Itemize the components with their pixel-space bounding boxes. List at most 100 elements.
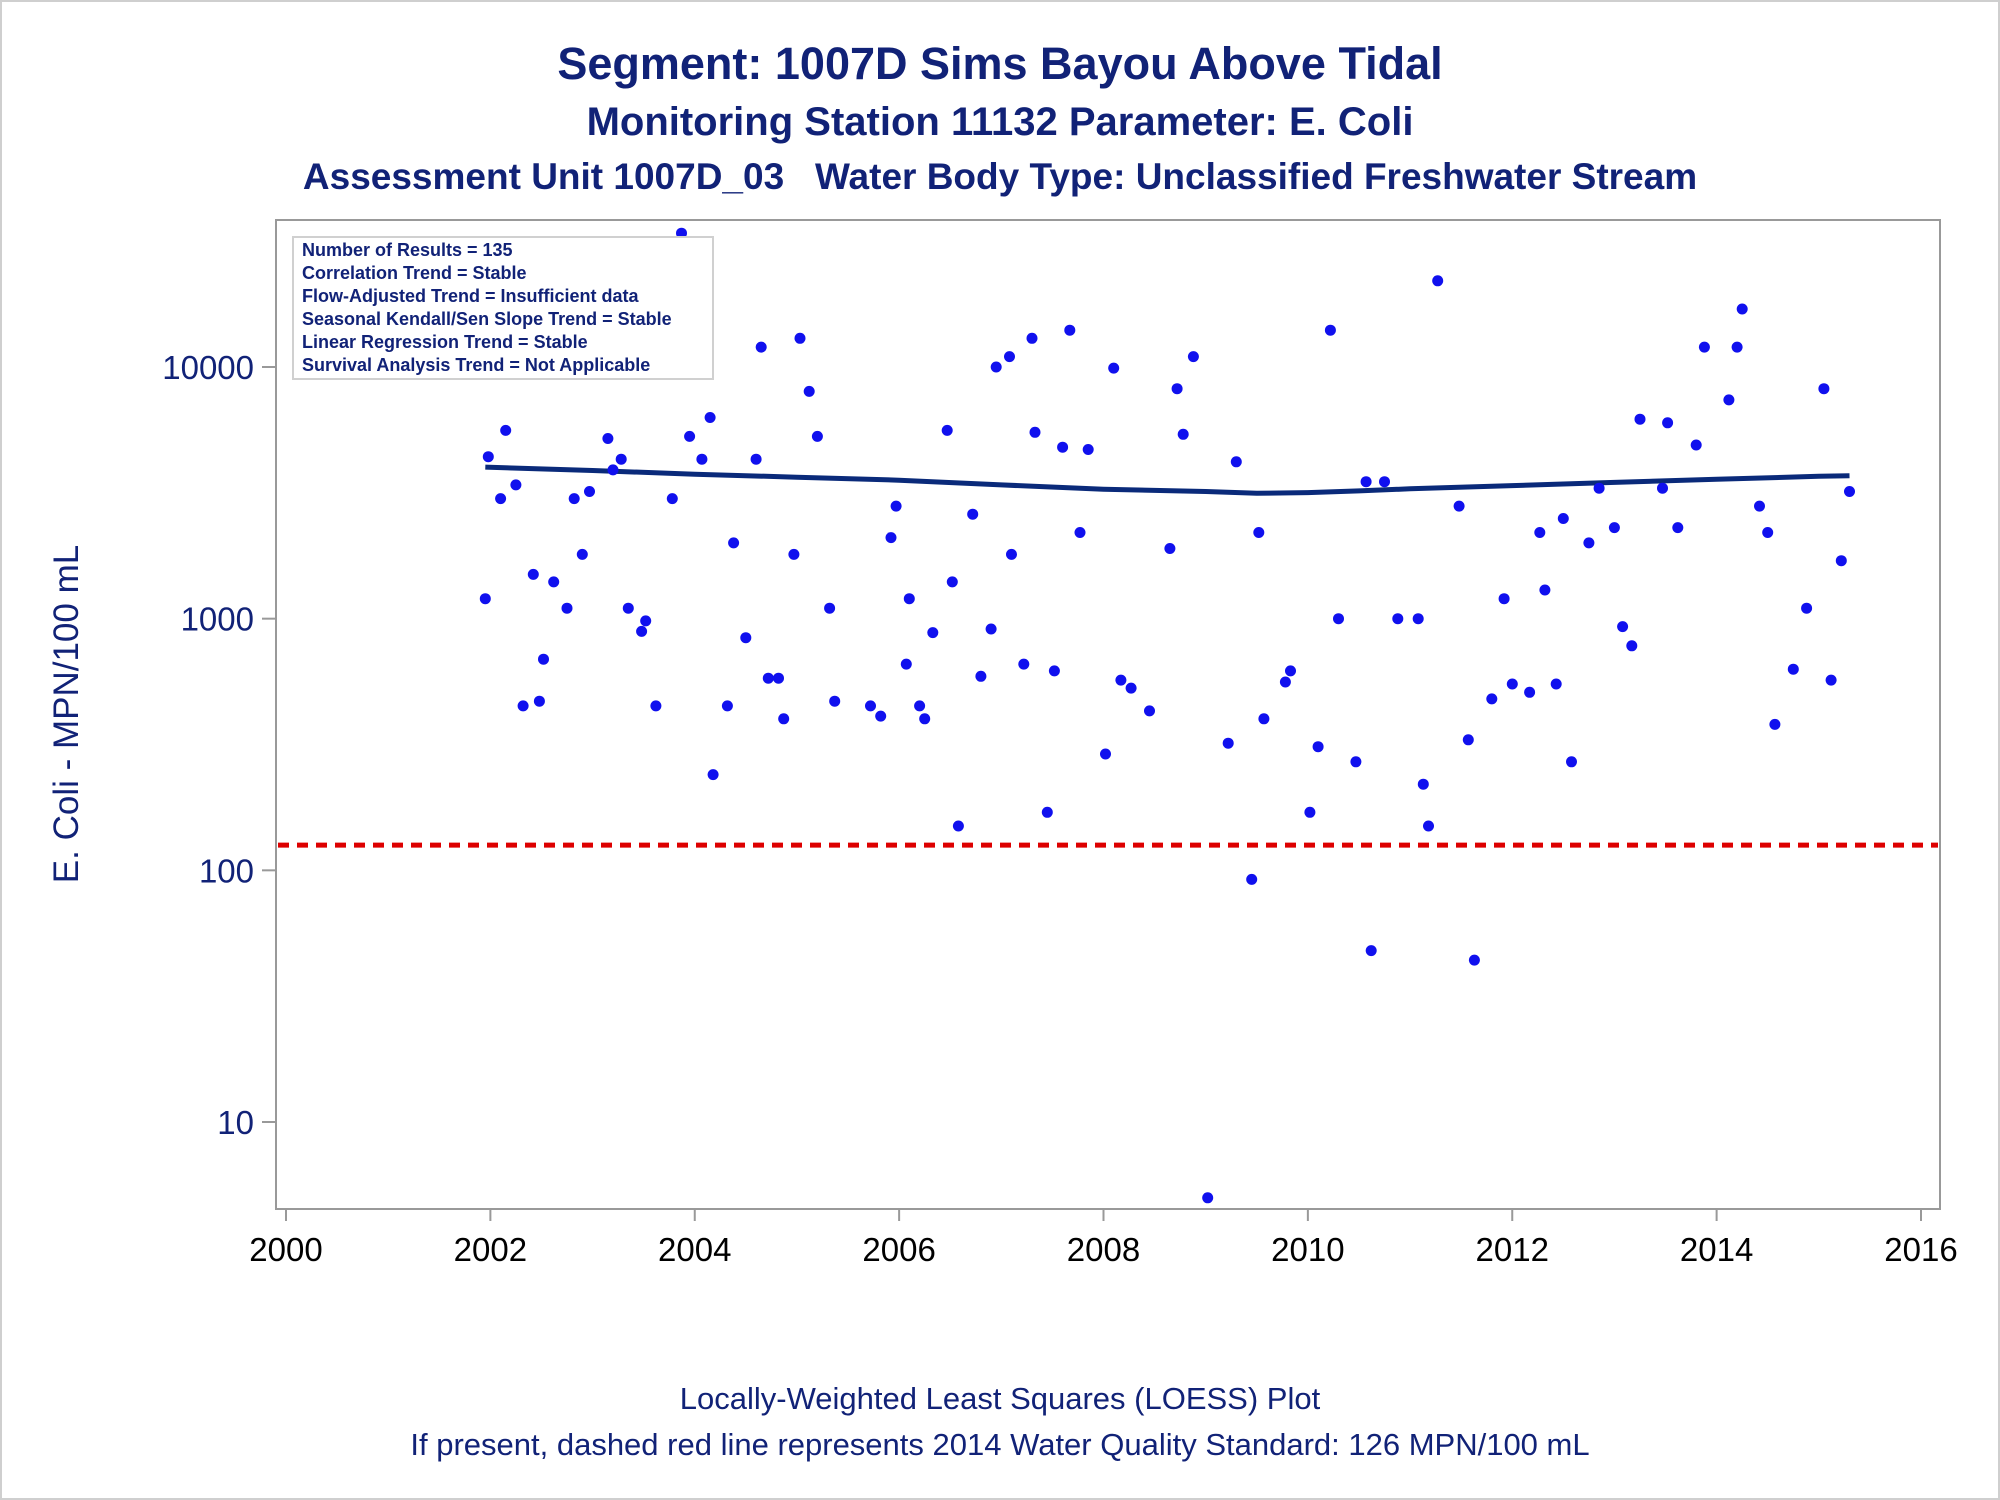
data-point <box>622 602 634 614</box>
data-point <box>1365 945 1377 957</box>
data-point <box>762 672 774 684</box>
data-point <box>1818 383 1830 395</box>
x-tick-label: 2004 <box>658 1231 731 1268</box>
data-point <box>1057 441 1069 453</box>
data-point <box>890 500 902 512</box>
data-point <box>1825 674 1837 686</box>
stats-line: Correlation Trend = Stable <box>302 263 527 283</box>
data-point <box>1498 593 1510 605</box>
footnote-loess: Locally-Weighted Least Squares (LOESS) P… <box>679 1381 1321 1416</box>
x-tick-label: 2012 <box>1476 1231 1549 1268</box>
y-tick-label: 1000 <box>181 601 254 638</box>
data-point <box>1006 548 1017 560</box>
data-point <box>755 341 767 353</box>
data-point <box>914 700 926 712</box>
data-point <box>500 424 512 436</box>
stats-line: Survival Analysis Trend = Not Applicable <box>302 355 651 375</box>
data-point <box>704 412 716 423</box>
x-tick-label: 2014 <box>1680 1231 1753 1268</box>
data-point <box>1004 351 1015 363</box>
data-point <box>1187 351 1199 363</box>
data-point <box>1417 778 1429 790</box>
y-tick-label: 100 <box>199 852 254 889</box>
data-point <box>482 451 494 463</box>
data-point <box>829 695 841 707</box>
data-point <box>676 227 687 239</box>
data-point <box>1350 756 1362 768</box>
data-point <box>1769 718 1781 730</box>
data-point <box>927 627 939 639</box>
data-point <box>975 670 987 682</box>
chart-subtitle-2: Assessment Unit 1007D_03 Water Body Type… <box>302 156 1698 197</box>
data-point <box>946 576 958 588</box>
data-point <box>636 625 648 637</box>
data-point <box>527 568 539 580</box>
data-point <box>794 332 806 344</box>
data-point <box>548 576 560 588</box>
plot-border <box>275 219 1941 1210</box>
data-point <box>1787 663 1799 675</box>
data-point <box>1392 613 1404 625</box>
y-axis-label: E. Coli - MPN/100 mL <box>47 545 86 883</box>
data-point <box>1026 332 1038 344</box>
data-point <box>1064 324 1076 336</box>
data-point <box>1029 426 1041 438</box>
data-point <box>510 479 522 491</box>
data-point <box>900 658 912 670</box>
data-point <box>696 453 708 465</box>
data-point <box>615 453 627 465</box>
data-point <box>707 769 719 781</box>
data-point <box>1690 439 1702 451</box>
data-point <box>952 820 964 832</box>
data-point <box>1423 820 1434 832</box>
data-point <box>750 453 762 465</box>
data-point <box>1115 674 1127 686</box>
data-point <box>1506 678 1518 690</box>
data-point <box>1324 324 1336 336</box>
data-point <box>561 602 573 614</box>
data-point <box>1593 482 1605 494</box>
data-point <box>773 672 784 684</box>
data-point <box>1462 734 1474 746</box>
stats-legend-box: Number of Results = 135 Correlation Tren… <box>292 236 714 380</box>
data-point <box>811 430 823 442</box>
data-point <box>1723 394 1735 406</box>
data-point <box>1835 555 1847 567</box>
data-point <box>1844 486 1855 497</box>
data-point <box>1657 482 1668 494</box>
data-point <box>1617 621 1629 633</box>
data-point <box>1672 522 1684 534</box>
data-point <box>1230 456 1242 468</box>
data-point <box>778 713 790 725</box>
data-point <box>1258 713 1270 725</box>
data-point <box>985 623 997 635</box>
data-point <box>576 548 588 560</box>
data-point <box>1171 383 1183 395</box>
data-point <box>1762 527 1774 538</box>
stats-line: Linear Regression Trend = Stable <box>302 332 588 352</box>
data-point <box>1164 543 1176 554</box>
chart-subtitle: Monitoring Station 11132 Parameter: E. C… <box>586 100 1414 144</box>
data-point <box>1222 737 1234 749</box>
data-point <box>1100 748 1111 760</box>
data-point <box>740 632 752 644</box>
data-point <box>728 537 740 549</box>
data-point <box>1125 682 1137 694</box>
data-point <box>1285 665 1296 677</box>
data-point <box>1048 665 1060 677</box>
x-tick-label: 2010 <box>1271 1231 1344 1268</box>
data-point <box>584 486 595 497</box>
data-point <box>650 700 662 712</box>
data-point <box>1144 705 1155 717</box>
data-point <box>1074 527 1086 538</box>
data-point <box>919 713 931 725</box>
stats-line: Number of Results = 135 <box>302 240 513 260</box>
data-point <box>824 602 836 614</box>
data-point <box>1566 756 1577 768</box>
data-point <box>1312 741 1324 753</box>
footnote-standard: If present, dashed red line represents 2… <box>410 1427 1590 1462</box>
data-point <box>1333 613 1344 625</box>
data-point <box>517 700 529 712</box>
x-tick-label: 2000 <box>249 1231 322 1268</box>
